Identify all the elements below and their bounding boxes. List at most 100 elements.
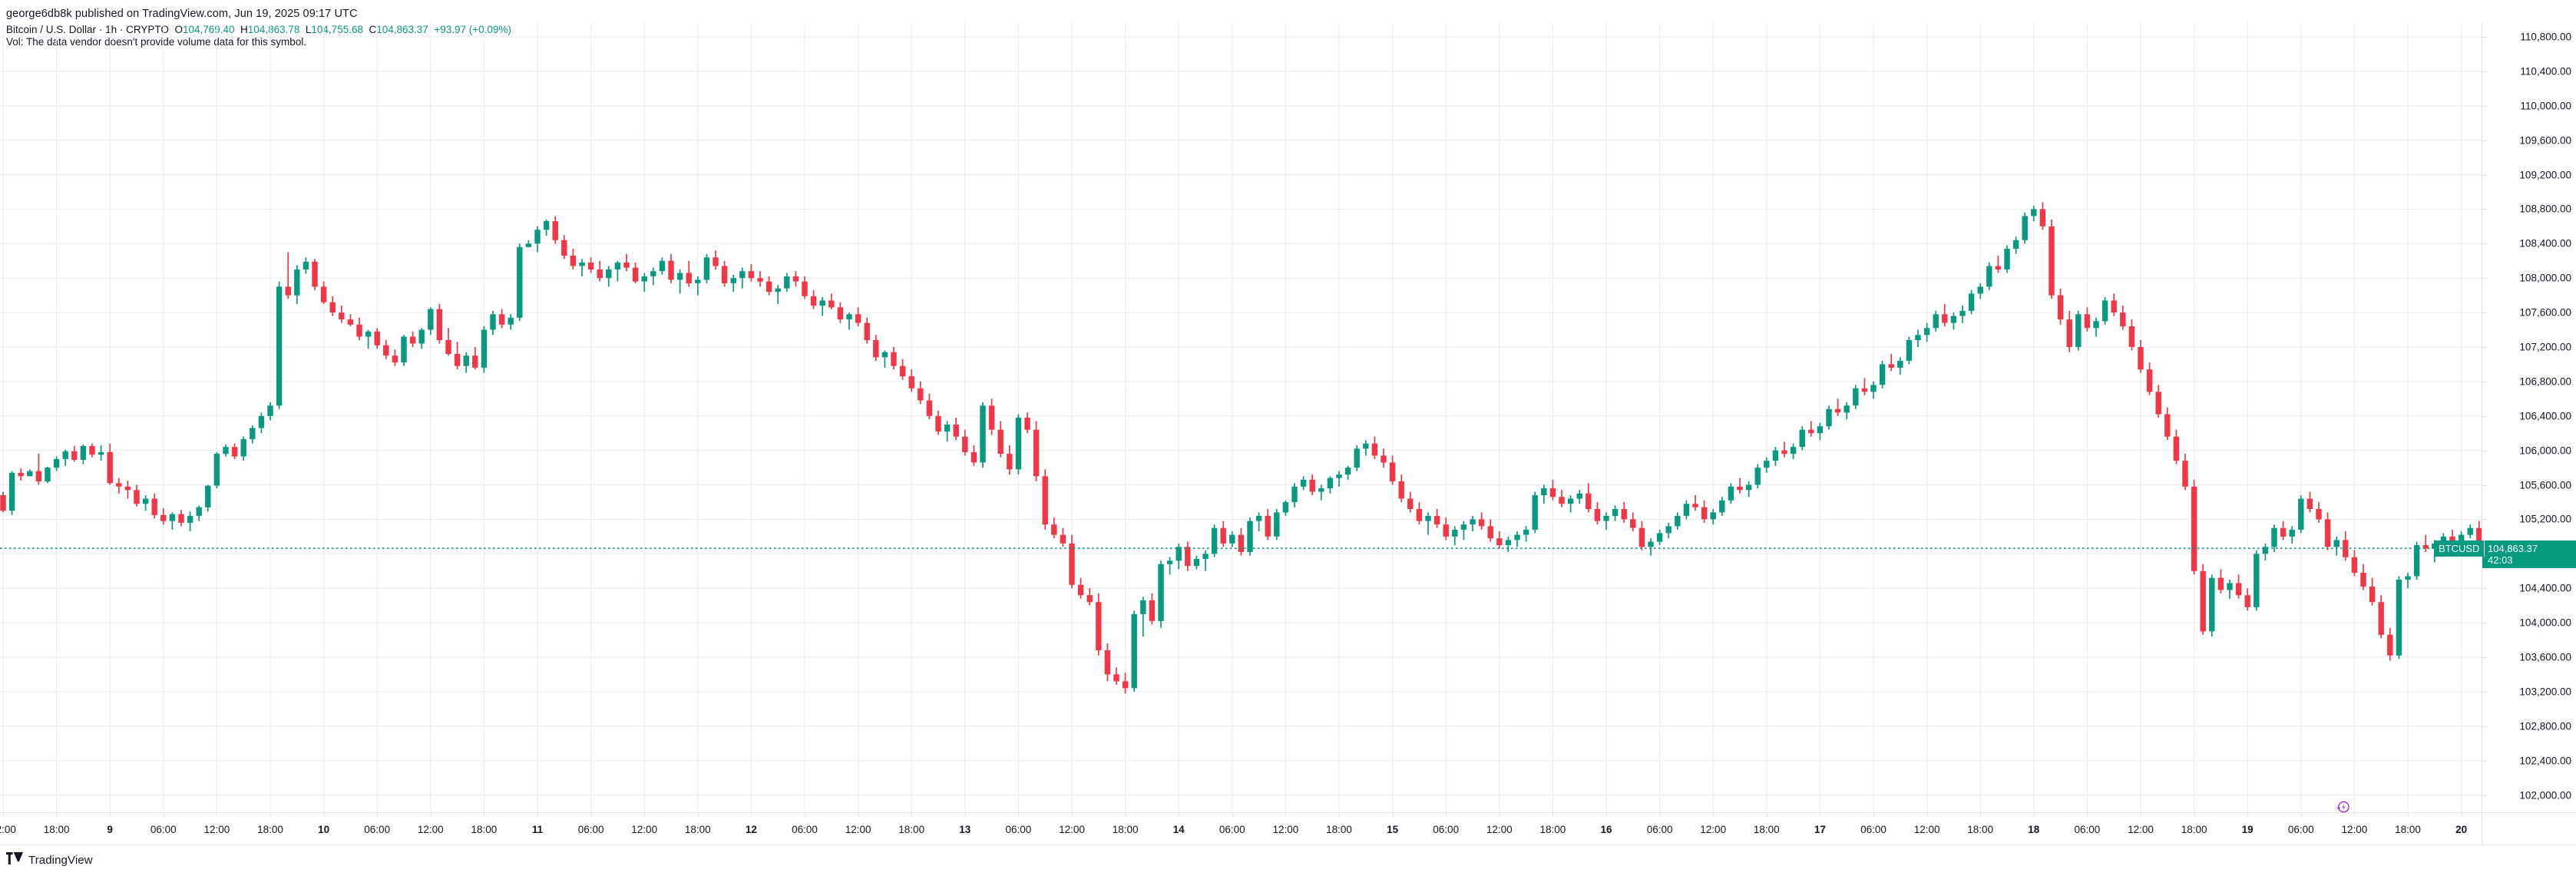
candlestick-series (0, 202, 2482, 694)
sparkle-bolt-icon[interactable] (2334, 799, 2351, 816)
price-axis-tick: 104,000.00 (2519, 617, 2571, 629)
price-tick-mark (2482, 312, 2487, 314)
price-axis-tick: 108,400.00 (2519, 237, 2571, 250)
time-tick-mark (377, 813, 379, 817)
price-axis-tick: 104,400.00 (2519, 582, 2571, 594)
time-tick-mark (858, 813, 859, 817)
legend-change: +93.97 (+0.09%) (434, 24, 511, 35)
price-axis-tick: 109,200.00 (2519, 169, 2571, 180)
price-tick-mark (2482, 105, 2487, 107)
legend-ohlc-row: Bitcoin / U.S. Dollar · 1h · CRYPTO O 104… (6, 24, 511, 36)
price-tick-mark (2482, 760, 2487, 762)
time-axis-tick: 18:00 (898, 824, 925, 835)
time-tick-mark (2194, 813, 2195, 817)
price-tick-mark (2482, 347, 2487, 348)
chart-plot-area[interactable] (0, 23, 2482, 812)
time-tick-mark (964, 813, 966, 817)
tradingview-branding: TradingView (6, 852, 93, 868)
time-axis-tick: 9 (107, 824, 113, 835)
time-tick-mark (1446, 813, 1447, 817)
time-tick-mark (1339, 813, 1340, 817)
time-axis-tick: 06:00 (577, 824, 604, 835)
time-tick-mark (911, 813, 913, 817)
price-axis-tick: 107,200.00 (2519, 341, 2571, 353)
price-axis-tick: 106,400.00 (2519, 410, 2571, 422)
time-tick-mark (1285, 813, 1287, 817)
time-axis-tick: 12:00 (1272, 824, 1299, 835)
time-axis[interactable]: 12:00 18:00 9 06:00 12:00 18:00 10 06:00 12:00 18… (0, 812, 2576, 845)
legend-separator-2: · (119, 24, 124, 35)
time-axis-tick: 12:00 (0, 824, 16, 835)
legend-exchange: CRYPTO (126, 24, 169, 35)
price-tick-mark (2482, 588, 2487, 590)
time-axis-tick: 12:00 (631, 824, 658, 835)
price-axis[interactable]: 110,800.00 110,400.00 110,000.00 109,600.00… (2482, 23, 2576, 812)
price-tick-mark (2482, 71, 2487, 72)
time-tick-mark (644, 813, 646, 817)
time-axis-tick: 13 (959, 824, 971, 835)
price-axis-tick: 108,800.00 (2519, 203, 2571, 215)
price-axis-tick: 108,000.00 (2519, 272, 2571, 284)
price-axis-tick: 106,800.00 (2519, 375, 2571, 388)
time-tick-mark (2354, 813, 2356, 817)
current-price-badge[interactable]: 104,863.37 42:03 (2482, 540, 2576, 569)
legend-high-value: 104,863.78 (247, 24, 300, 35)
time-tick-mark (1232, 813, 1233, 817)
price-tick-mark (2482, 484, 2487, 486)
legend-volume-row: Vol: The data vendor doesn't provide vol… (6, 36, 307, 48)
time-axis-tick: 10 (318, 824, 330, 835)
time-tick-mark (1873, 813, 1874, 817)
time-axis-tick: 18:00 (1112, 824, 1139, 835)
time-axis-tick: 12:00 (1059, 824, 1085, 835)
time-tick-mark (1659, 813, 1661, 817)
price-axis-tick: 105,200.00 (2519, 513, 2571, 525)
time-tick-mark (1392, 813, 1394, 817)
time-tick-mark (751, 813, 752, 817)
time-tick-mark (430, 813, 432, 817)
time-axis-tick: 18:00 (2181, 824, 2207, 835)
price-axis-tick: 103,600.00 (2519, 651, 2571, 663)
time-axis-tick: 19 (2241, 824, 2254, 835)
publisher-line: george6db8k published on TradingView.com… (6, 8, 358, 20)
time-tick-mark (270, 813, 271, 817)
time-axis-tick: 18:00 (2395, 824, 2421, 835)
time-tick-mark (697, 813, 699, 817)
price-tick-mark (2482, 726, 2487, 727)
price-axis-tick: 107,600.00 (2519, 306, 2571, 319)
legend-separator-1: · (98, 24, 103, 35)
legend-low-key: L (305, 24, 312, 35)
time-tick-mark (2300, 813, 2302, 817)
legend-open-key: O (174, 24, 183, 35)
legend-low-value: 104,755.68 (311, 24, 363, 35)
legend-close-key: C (369, 24, 377, 35)
price-axis-tick: 102,400.00 (2519, 755, 2571, 767)
price-axis-tick: 105,600.00 (2519, 479, 2571, 491)
legend-symbol[interactable]: Bitcoin / U.S. Dollar (6, 24, 97, 35)
price-axis-tick: 109,600.00 (2519, 134, 2571, 147)
price-axis-tick: 110,400.00 (2520, 65, 2571, 78)
chart-gridlines (0, 23, 2482, 812)
ticker-badge[interactable]: BTCUSD (2434, 540, 2485, 557)
time-axis-tick: 20 (2455, 824, 2468, 835)
time-tick-mark (56, 813, 58, 817)
time-axis-tick: 18:00 (684, 824, 711, 835)
price-axis-tick: 110,800.00 (2520, 31, 2571, 43)
price-axis-tick: 106,000.00 (2519, 445, 2571, 457)
time-tick-mark (2033, 813, 2035, 817)
time-axis-tick: 12:00 (2341, 824, 2368, 835)
time-tick-mark (537, 813, 538, 817)
time-axis-tick: 14 (1172, 824, 1185, 835)
legend-interval[interactable]: 1h (105, 24, 117, 35)
time-tick-mark (1606, 813, 1607, 817)
price-tick-mark (2482, 140, 2487, 141)
time-axis-tick: 15 (1387, 824, 1399, 835)
time-axis-tick: 12 (745, 824, 757, 835)
time-tick-mark (590, 813, 592, 817)
time-axis-tick: 12:00 (1700, 824, 1727, 835)
time-axis-tick: 06:00 (150, 824, 177, 835)
price-axis-tick: 110,000.00 (2520, 100, 2571, 112)
time-tick-mark (3, 813, 4, 817)
time-axis-tick: 18:00 (1753, 824, 1780, 835)
price-axis-tick: 102,800.00 (2519, 720, 2571, 732)
